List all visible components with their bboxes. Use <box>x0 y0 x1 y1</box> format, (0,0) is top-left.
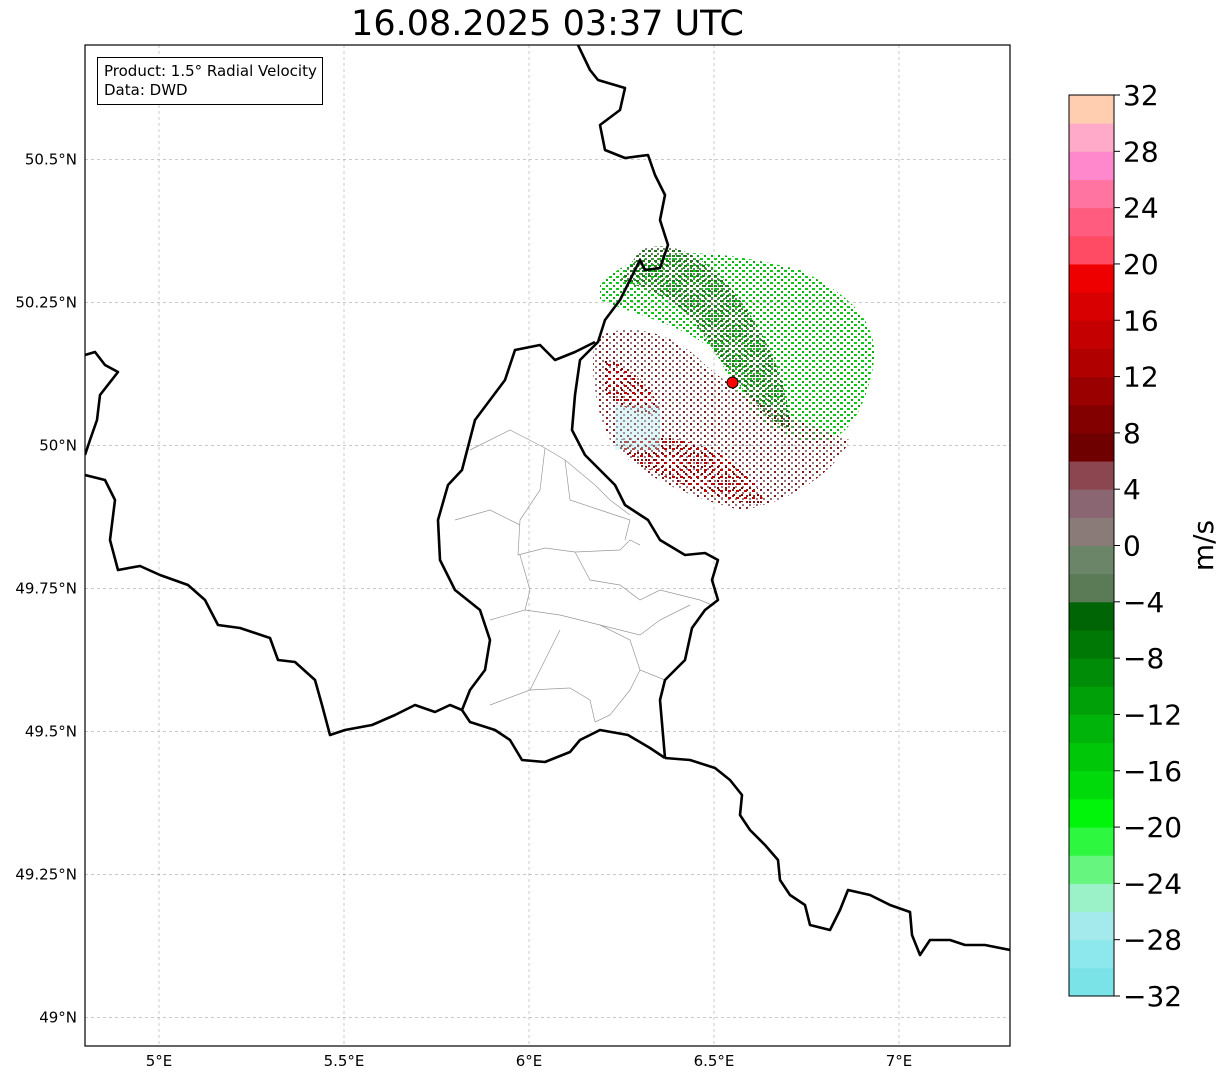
info-box: Product: 1.5° Radial Velocity Data: DWD <box>97 57 323 105</box>
colorbar-tick-label: −20 <box>1123 811 1182 844</box>
colorbar-unit-label: m/s <box>1187 520 1220 571</box>
colorbar-segment <box>1069 207 1114 237</box>
colorbar-tick-label: 12 <box>1123 361 1159 394</box>
colorbar-segment <box>1069 95 1114 124</box>
colorbar-segment <box>1069 517 1114 546</box>
colorbar-tick-label: 20 <box>1123 248 1159 281</box>
colorbar-segment <box>1069 601 1114 631</box>
colorbar-tick-label: −24 <box>1123 867 1182 900</box>
colorbar-segment <box>1069 461 1114 490</box>
lon-tick-label: 5°E <box>146 1052 173 1070</box>
data-source-label: Data: DWD <box>104 81 188 99</box>
colorbar-tick-label: −28 <box>1123 924 1182 957</box>
colorbar-tick-label: −4 <box>1123 586 1164 619</box>
colorbar-tick-label: −16 <box>1123 755 1182 788</box>
colorbar-segment <box>1069 686 1114 715</box>
canton-boundaries <box>454 429 713 723</box>
lat-tick-label: 49.5°N <box>25 722 77 740</box>
colorbar-segment <box>1069 658 1114 687</box>
colorbar-tick-label: 32 <box>1123 79 1159 112</box>
colorbar-segment <box>1069 404 1114 434</box>
colorbar-segment <box>1069 348 1114 378</box>
colorbar-segment <box>1069 883 1114 913</box>
colorbar-segment <box>1069 376 1114 406</box>
colorbar-segment <box>1069 939 1114 969</box>
gridlines: 5°E 5.5°E 6°E 6.5°E 7°E 49°N 49.25°N 49.5°N 49.7… <box>15 45 1010 1070</box>
colorbar-segment <box>1069 770 1114 800</box>
colorbar-segment <box>1069 629 1114 659</box>
colorbar-tick-label: 24 <box>1123 192 1159 225</box>
colorbar-segment <box>1069 827 1114 856</box>
lat-tick-label: 49.75°N <box>15 579 77 597</box>
colorbar-segment <box>1069 911 1114 941</box>
lon-tick-label: 6°E <box>516 1052 543 1070</box>
colorbar: −32 −28 −24 −20 −16 −12 −8 −4 0 4 8 12 16 20 24 28 32 m/s <box>1068 79 1220 1013</box>
colorbar-segment <box>1069 714 1114 744</box>
lat-tick-label: 49°N <box>39 1008 77 1026</box>
product-label: Product: 1.5° Radial Velocity <box>104 62 317 80</box>
colorbar-tick-label: 0 <box>1123 530 1141 563</box>
colorbar-tick-label: −8 <box>1123 642 1164 675</box>
radar-site-marker <box>726 376 739 389</box>
map-frame <box>84 44 1011 1047</box>
lat-tick-label: 50.25°N <box>15 293 77 311</box>
lon-tick-label: 6.5°E <box>694 1052 735 1070</box>
colorbar-segment <box>1069 742 1114 772</box>
colorbar-segment <box>1069 432 1114 462</box>
colorbar-tick-label: 28 <box>1123 135 1159 168</box>
colorbar-segment <box>1069 855 1114 884</box>
colorbar-segment <box>1069 179 1114 209</box>
colorbar-segment <box>1069 235 1114 265</box>
lon-tick-label: 5.5°E <box>324 1052 365 1070</box>
radar-echoes <box>593 246 875 510</box>
colorbar-segment <box>1069 573 1114 603</box>
country-borders <box>85 45 1010 957</box>
lat-tick-label: 50°N <box>39 436 77 454</box>
colorbar-segment <box>1069 545 1114 575</box>
colorbar-segment <box>1069 292 1114 321</box>
chart-title: 16.08.2025 03:37 UTC <box>351 4 744 44</box>
colorbar-segment <box>1069 123 1114 152</box>
colorbar-tick-label: 4 <box>1123 473 1141 506</box>
colorbar-tick-label: 16 <box>1123 304 1159 337</box>
colorbar-tick-label: 8 <box>1123 417 1141 450</box>
colorbar-segment <box>1069 320 1114 349</box>
colorbar-segment <box>1069 263 1114 293</box>
colorbar-tick-label: −12 <box>1123 698 1182 731</box>
lon-tick-label: 7°E <box>886 1052 913 1070</box>
colorbar-tick-label: −32 <box>1123 980 1182 1013</box>
lat-tick-label: 49.25°N <box>15 865 77 883</box>
colorbar-segment <box>1069 489 1114 518</box>
lat-tick-label: 50.5°N <box>25 150 77 168</box>
colorbar-segment <box>1069 967 1114 997</box>
colorbar-segment <box>1069 798 1114 828</box>
colorbar-segment <box>1069 151 1114 180</box>
